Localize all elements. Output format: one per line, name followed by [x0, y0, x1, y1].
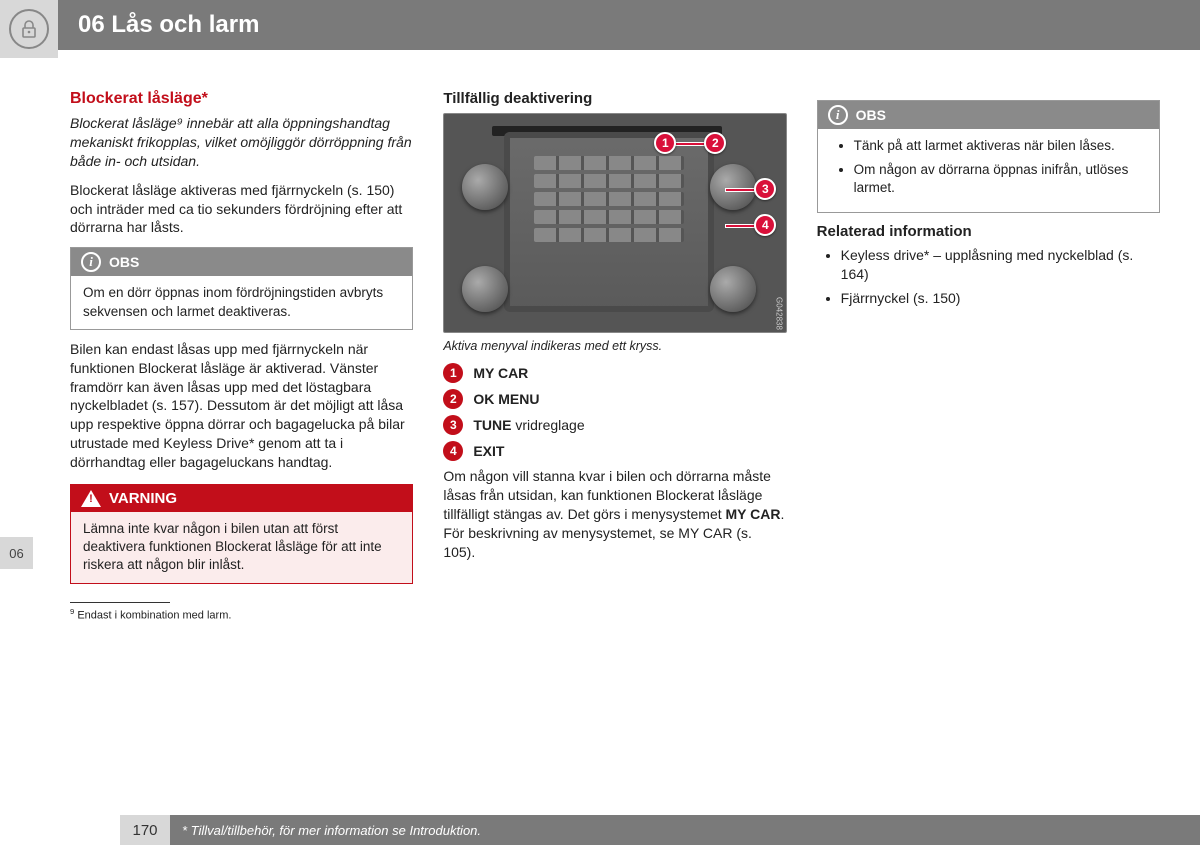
section-title: Blockerat låsläge*	[70, 90, 413, 108]
info-icon: i	[828, 105, 848, 125]
related-list: Keyless drive* – upplåsning med nyckelbl…	[817, 246, 1160, 309]
num-bullet: 3	[443, 415, 463, 435]
callout-label: TUNE vridreglage	[473, 417, 584, 433]
footnote-rule	[70, 602, 170, 603]
page-number: 170	[120, 815, 170, 845]
obs-title: OBS	[109, 254, 139, 270]
num-bullet: 1	[443, 363, 463, 383]
chapter-title: 06 Lås och larm	[78, 11, 259, 39]
footnote: 9 Endast i kombination med larm.	[70, 607, 413, 622]
intro-text: Blockerat låsläge⁹ innebär att alla öppn…	[70, 114, 413, 171]
warning-icon: !	[81, 490, 101, 507]
paragraph: Bilen kan endast låsas upp med fjärrnyck…	[70, 340, 413, 472]
callout-label: MY CAR	[473, 365, 528, 381]
figure-console: 1 2 3 4 G042838	[443, 113, 786, 333]
related-item: Fjärrnyckel (s. 150)	[841, 289, 1160, 308]
callout-row: 1 MY CAR	[443, 363, 786, 383]
obs-head: i OBS	[71, 248, 412, 276]
callout-list: 1 MY CAR 2 OK MENU 3 TUNE vridreglage 4 …	[443, 363, 786, 461]
column-2: Tillfällig deaktivering 1 2 3 4 G042838 …	[443, 90, 786, 621]
warning-box: ! VARNING Lämna inte kvar någon i bilen …	[70, 484, 413, 584]
fig-annot-4: 4	[754, 214, 776, 236]
warning-body: Lämna inte kvar någon i bilen utan att f…	[71, 512, 412, 583]
content-columns: Blockerat låsläge* Blockerat låsläge⁹ in…	[70, 90, 1160, 621]
chapter-header: 06 Lås och larm	[58, 0, 1200, 50]
related-item: Keyless drive* – upplåsning med nyckelbl…	[841, 246, 1160, 284]
column-3: i OBS Tänk på att larmet aktiveras när b…	[817, 90, 1160, 621]
fig-annot-3: 3	[754, 178, 776, 200]
callout-row: 4 EXIT	[443, 441, 786, 461]
fig-annot-2: 2	[704, 132, 726, 154]
chapter-icon-box	[0, 0, 58, 58]
obs-body: Tänk på att larmet aktiveras när bilen l…	[818, 129, 1159, 212]
obs-item: Om någon av dörrarna öppnas inifrån, utl…	[854, 161, 1147, 197]
warning-title: VARNING	[109, 490, 177, 507]
num-bullet: 2	[443, 389, 463, 409]
num-bullet: 4	[443, 441, 463, 461]
info-icon: i	[81, 252, 101, 272]
related-title: Relaterad information	[817, 223, 1160, 240]
lock-icon	[9, 9, 49, 49]
obs-box: i OBS Om en dörr öppnas inom fördröjning…	[70, 247, 413, 329]
obs-title: OBS	[856, 107, 886, 123]
paragraph: Blockerat låsläge aktiveras med fjärrnyc…	[70, 181, 413, 238]
callout-label: EXIT	[473, 443, 504, 459]
obs-body: Om en dörr öppnas inom fördröjningstiden…	[71, 276, 412, 328]
callout-label: OK MENU	[473, 391, 539, 407]
footer-bar: * Tillval/tillbehör, för mer information…	[170, 815, 1200, 845]
paragraph: Om någon vill stanna kvar i bilen och dö…	[443, 467, 786, 561]
warning-head: ! VARNING	[71, 485, 412, 512]
side-tab: 06	[0, 537, 33, 569]
figure-id: G042838	[775, 297, 784, 330]
callout-row: 3 TUNE vridreglage	[443, 415, 786, 435]
subsection-title: Tillfällig deaktivering	[443, 90, 786, 107]
callout-row: 2 OK MENU	[443, 389, 786, 409]
obs-item: Tänk på att larmet aktiveras när bilen l…	[854, 137, 1147, 155]
obs-box: i OBS Tänk på att larmet aktiveras när b…	[817, 100, 1160, 213]
obs-head: i OBS	[818, 101, 1159, 129]
column-1: Blockerat låsläge* Blockerat låsläge⁹ in…	[70, 90, 413, 621]
figure-caption: Aktiva menyval indikeras med ett kryss.	[443, 339, 786, 353]
